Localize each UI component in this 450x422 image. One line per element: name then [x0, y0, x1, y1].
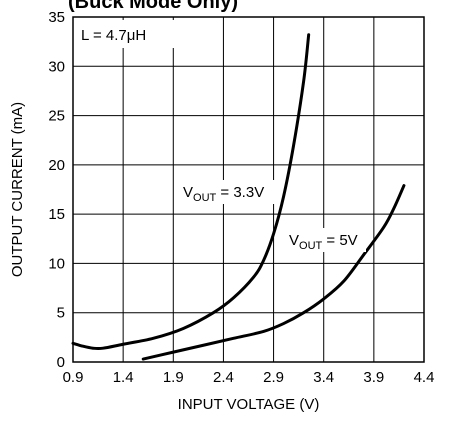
chart-title-text: (Buck Mode Only): [68, 0, 238, 13]
annotation-mu: μ: [127, 27, 136, 44]
series-label: VOUT = 5V: [289, 232, 358, 252]
series-label-main: V: [289, 232, 299, 249]
grid-lines: [73, 17, 424, 362]
y-tick-label: 15: [48, 206, 65, 223]
series-label: VOUT = 3.3V: [183, 184, 264, 204]
series-line-vout-3-3v: [71, 33, 311, 351]
annotation-suffix: H: [135, 27, 146, 44]
inductance-annotation: L = 4.7μH: [76, 20, 176, 48]
x-tick-label: 3.4: [313, 369, 334, 386]
annotation-background: [76, 20, 176, 48]
series-label-value: = 5V: [322, 232, 357, 249]
x-tick-label: 4.4: [414, 369, 435, 386]
chart-title: (Buck Mode Only): [68, 0, 238, 13]
x-tick-label: 2.4: [213, 369, 234, 386]
series-label-value: = 3.3V: [216, 184, 264, 201]
y-tick-label: 0: [57, 354, 65, 371]
y-axis-ticks: 0 5 10 15 20 25 30 35: [48, 9, 65, 371]
x-tick-label: 0.9: [63, 369, 84, 386]
series-line-vout-5v: [141, 184, 406, 361]
series-label-subscript: OUT: [299, 240, 323, 252]
x-axis-ticks: 0.9 1.4 1.9 2.4 2.9 3.4 3.9 4.4: [63, 369, 435, 386]
x-tick-label: 2.9: [263, 369, 284, 386]
series-label-subscript: OUT: [193, 192, 217, 204]
y-tick-label: 10: [48, 255, 65, 272]
annotation-prefix: L = 4.7: [81, 27, 127, 44]
series-lines: [71, 33, 406, 361]
y-tick-label: 30: [48, 58, 65, 75]
series-label-background: [286, 228, 366, 252]
x-tick-label: 1.4: [113, 369, 134, 386]
plot-frame: [72, 16, 425, 363]
y-axis-title: OUTPUT CURRENT (mA): [9, 102, 26, 277]
series-label-background: [180, 180, 277, 204]
x-axis-title: INPUT VOLTAGE (V): [178, 396, 320, 413]
y-tick-label: 25: [48, 108, 65, 125]
y-tick-label: 20: [48, 157, 65, 174]
series-label-main: V: [183, 184, 193, 201]
y-tick-label: 5: [57, 305, 65, 322]
annotation-text: L = 4.7μH: [81, 27, 146, 44]
x-tick-label: 1.9: [163, 369, 184, 386]
y-tick-label: 35: [48, 9, 65, 26]
x-tick-label: 3.9: [363, 369, 384, 386]
